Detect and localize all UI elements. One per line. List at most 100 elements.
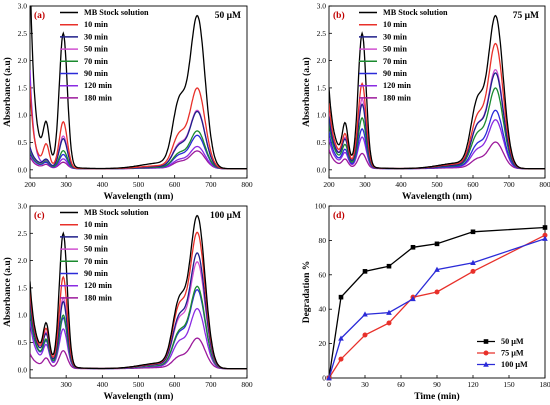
panel-4: 0 30 60 90 120 150 180 0 20 40 60 80 100 Time (min) De… [302,202,550,403]
y-tick-label: 0 [322,374,326,383]
legend-label: 90 min [383,69,407,78]
legend-marker [483,350,489,356]
series-line-10-min [30,85,247,170]
y-tick-label: 2.5 [18,29,28,38]
data-point-triangle [434,266,440,272]
plot-area [30,6,247,170]
legend-label: 180 min [383,93,411,102]
x-tick-label: 90 [433,380,441,389]
panel-letter: (d) [333,210,345,221]
plot-area [329,226,545,378]
y-tick-label: 2.5 [18,229,28,238]
series-line-2 [329,238,545,378]
data-point-circle [434,289,440,295]
y-tick-label: 3.0 [317,2,327,11]
y-tick-label: 2.0 [18,56,28,65]
y-tick-label: 0.0 [317,165,327,174]
x-tick-label: 600 [169,180,181,189]
legend-label: 90 min [84,269,108,278]
legend-label: 180 min [84,93,112,102]
data-point-circle [338,356,344,362]
legend-label: 75 μM [501,349,524,358]
legend-label: 180 min [84,293,112,302]
x-tick-label: 30 [361,380,369,389]
panel-letter: (c) [34,210,45,221]
data-point-square [470,229,476,235]
legend-label: 70 min [383,57,407,66]
x-tick-label: 800 [539,180,550,189]
data-point-triangle [470,259,476,265]
x-tick-label: 400 [395,180,407,189]
x-tick-label: 500 [431,180,443,189]
legend-label: 50 min [383,45,407,54]
series-line-30-min [30,110,247,170]
x-tick-label: 300 [359,180,371,189]
data-point-triangle [542,235,548,241]
data-point-square [410,244,416,250]
plot-frame [29,205,248,379]
x-tick-label: 200 [323,180,335,189]
data-point-square [386,263,392,269]
x-tick-label: 800 [241,180,253,189]
y-tick-label: 80 [319,236,327,245]
x-tick-label: 400 [97,380,109,389]
x-axis-label: Wavelength (nm) [104,191,174,202]
x-tick-label: 600 [467,180,479,189]
y-tick-label: 1.0 [18,311,28,320]
data-point-square [338,294,344,300]
concentration-label: 50 μM [215,11,241,21]
plot-area [30,214,247,370]
x-tick-label: 700 [205,380,217,389]
legend-label: MB Stock solution [84,8,149,17]
x-tick-label: 800 [241,380,253,389]
x-tick-label: 300 [61,180,73,189]
y-tick-label: 3.0 [18,2,28,11]
legend-marker [483,361,489,367]
concentration-label: 100 μM [210,211,241,221]
concentration-label: 75 μM [513,11,539,21]
y-tick-label: 0.5 [317,138,327,147]
data-point-square [434,241,440,247]
panel-1: 200 300 400 500 600 700 800 0.0 0.5 1.0 1.5 2.0 2.5 3… [2,2,253,203]
x-tick-label: 150 [503,380,515,389]
x-tick-label: 600 [169,380,181,389]
series-line-mb-stock-solution [30,214,247,370]
legend-label: 30 min [84,32,108,41]
legend-label: 30 min [84,232,108,241]
x-tick-label: 200 [24,180,36,189]
y-tick-label: 2.0 [18,256,28,265]
y-tick-label: 1.5 [18,283,28,292]
legend-label: 10 min [383,20,407,29]
y-tick-label: 0.0 [18,165,28,174]
y-axis-label: Degradation % [302,261,312,324]
x-tick-label: 120 [467,380,479,389]
data-point-square [542,225,548,230]
y-axis-label: Absorbance (a.u) [2,57,13,127]
legend-label: 50 min [84,45,108,54]
x-tick-label: 180 [539,380,550,389]
legend-label: 120 min [383,81,411,90]
y-tick-label: 0.5 [18,138,28,147]
series-line-0 [329,226,545,378]
series-line-1 [329,234,545,378]
plot-frame [328,5,546,179]
series-line-mb-stock-solution [329,14,545,170]
x-tick-label: 700 [503,180,515,189]
y-tick-label: 1.0 [18,111,28,120]
legend-label: 100 μM [501,360,528,369]
panel-letter: (b) [333,10,345,21]
y-tick-label: 20 [319,339,327,348]
legend-label: 120 min [84,281,112,290]
x-axis-label: Wavelength (nm) [104,391,174,402]
x-axis-label: Wavelength (nm) [402,191,472,202]
x-tick-label: 300 [61,380,73,389]
y-axis-label: Absorbance (a.u) [301,57,312,127]
y-tick-label: 1.5 [317,83,327,92]
x-tick-label: 500 [133,180,145,189]
legend-label: 70 min [84,257,108,266]
x-tick-label: 400 [97,180,109,189]
y-tick-label: 60 [319,270,327,279]
panel-letter: (a) [34,10,45,21]
x-tick-label: 500 [133,380,145,389]
